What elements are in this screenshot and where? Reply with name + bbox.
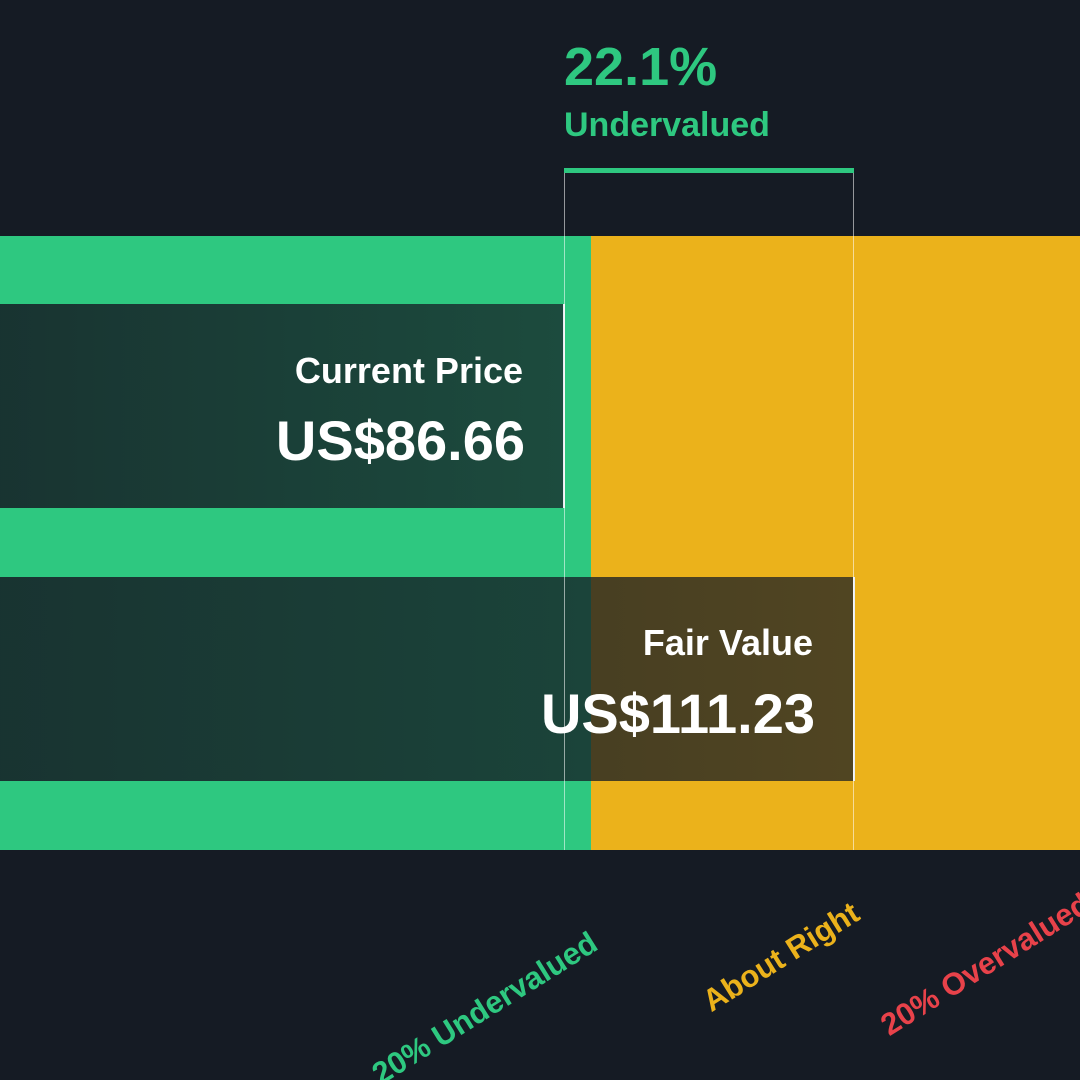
- difference-bracket-top: [564, 168, 854, 173]
- fair-value-label: Fair Value: [642, 622, 813, 663]
- zone-label-overvalued: 20% Overvalued: [874, 885, 1080, 1043]
- difference-bracket: [564, 169, 854, 850]
- current-price-bar: [0, 304, 565, 508]
- zone-label-about-right: About Right: [696, 894, 866, 1019]
- fair-value-bar: [0, 577, 855, 781]
- fair-value-value: US$111.23: [540, 682, 815, 745]
- difference-verdict: Undervalued: [564, 106, 770, 144]
- current-price-value: US$86.66: [275, 409, 525, 472]
- difference-percent: 22.1%: [564, 37, 718, 97]
- current-price-label: Current Price: [294, 350, 523, 391]
- zone-label-undervalued: 20% Undervalued: [365, 924, 604, 1080]
